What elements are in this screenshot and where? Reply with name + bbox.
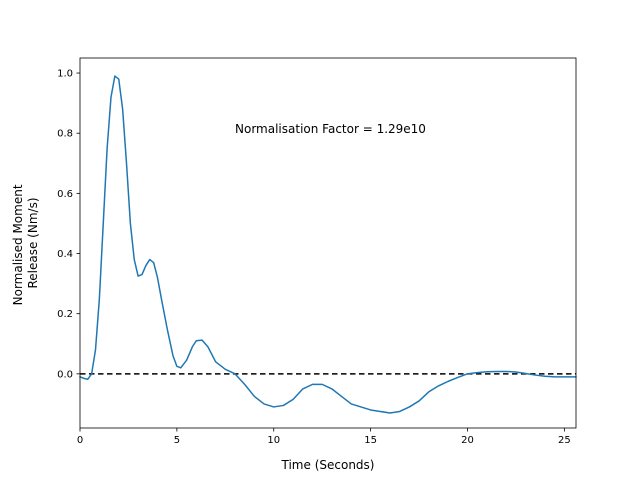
plot-frame [79, 57, 577, 429]
x-tick-label: 0 [77, 435, 83, 446]
plot-area [80, 58, 576, 428]
y-axis-label: Normalised Moment Release (Nm/s) [11, 181, 40, 306]
y-tick-label: 0.8 [57, 129, 73, 140]
tick-layer: 0 5 10 15 20 25 0.0 0.2 0.4 0.6 0.8 1.0 [57, 69, 571, 446]
x-tick-label: 15 [364, 435, 377, 446]
x-tick-label: 20 [461, 435, 474, 446]
x-tick-label: 25 [558, 435, 571, 446]
y-axis-label-line-2: Release (Nm/s) [26, 197, 40, 288]
x-tick-label: 10 [267, 435, 280, 446]
y-axis-label-line-1: Normalised Moment [11, 184, 25, 305]
x-axis-label: Time (Seconds) [281, 458, 375, 472]
annotation: Normalisation Factor = 1.29e10 [235, 122, 426, 136]
y-tick-label: 0.0 [57, 369, 73, 380]
x-tick-label: 5 [174, 435, 180, 446]
series-line-0 [79, 75, 577, 414]
plot-layer [79, 75, 577, 414]
y-tick-label: 0.4 [57, 249, 73, 260]
y-tick-label: 0.6 [57, 189, 73, 200]
y-tick-label: 0.2 [57, 309, 73, 320]
y-tick-label: 1.0 [57, 69, 73, 80]
